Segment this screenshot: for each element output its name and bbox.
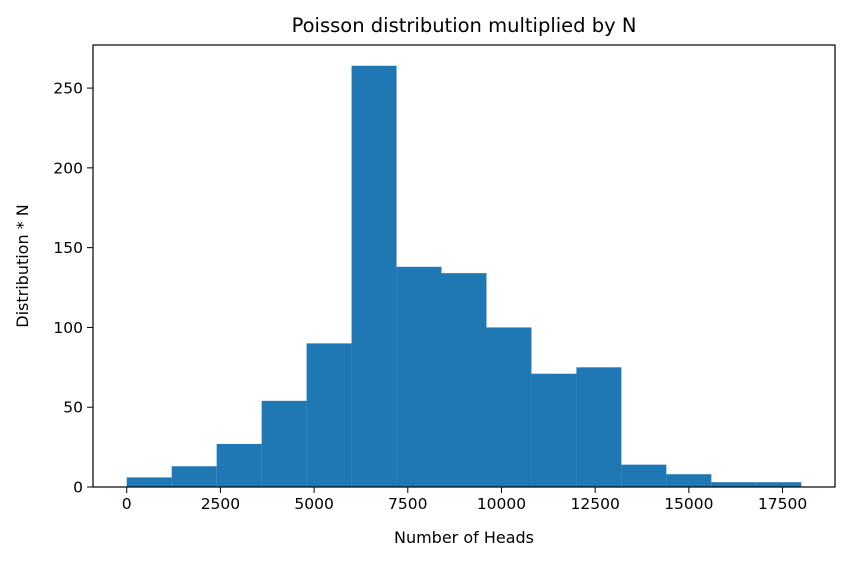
histogram-bar-14 [756,482,802,487]
histogram-bar-1 [171,466,217,487]
x-axis-label: Number of Heads [394,528,534,547]
histogram-bar-4 [306,343,352,487]
histogram-bar-6 [396,266,442,487]
bars-group [126,65,802,487]
histogram-bar-11 [621,464,667,487]
x-tick-label-6: 15000 [664,495,713,513]
y-axis-label: Distribution * N [13,204,32,327]
histogram-bar-7 [441,273,487,487]
histogram-bar-3 [261,400,307,487]
y-tick-label-5: 250 [53,80,83,98]
chart-title: Poisson distribution multiplied by N [292,14,637,37]
histogram-bar-10 [576,367,622,487]
histogram-bar-9 [531,373,577,487]
x-tick-label-3: 7500 [388,495,427,513]
x-tick-label-4: 10000 [477,495,526,513]
y-tick-label-1: 50 [63,399,83,417]
histogram-bar-2 [216,443,262,487]
histogram-bar-13 [711,482,757,487]
x-tick-label-2: 5000 [294,495,333,513]
histogram-bar-0 [126,477,172,487]
histogram-bar-12 [666,474,712,487]
y-tick-label-3: 150 [53,239,83,257]
x-tick-label-7: 17500 [758,495,807,513]
histogram-bar-8 [486,327,532,487]
x-tick-label-5: 12500 [571,495,620,513]
y-tick-label-2: 100 [53,319,83,337]
y-axis-ticks: 0 50 100 150 200 250 [53,80,93,497]
y-tick-label-4: 200 [53,159,83,177]
x-tick-label-0: 0 [122,495,132,513]
plot-frame [92,44,836,488]
y-tick-label-0: 0 [73,479,83,497]
histogram-bar-5 [351,65,397,487]
x-axis-ticks: 0 2500 5000 7500 10000 12500 15000 17500 [122,487,807,513]
x-tick-label-1: 2500 [201,495,240,513]
